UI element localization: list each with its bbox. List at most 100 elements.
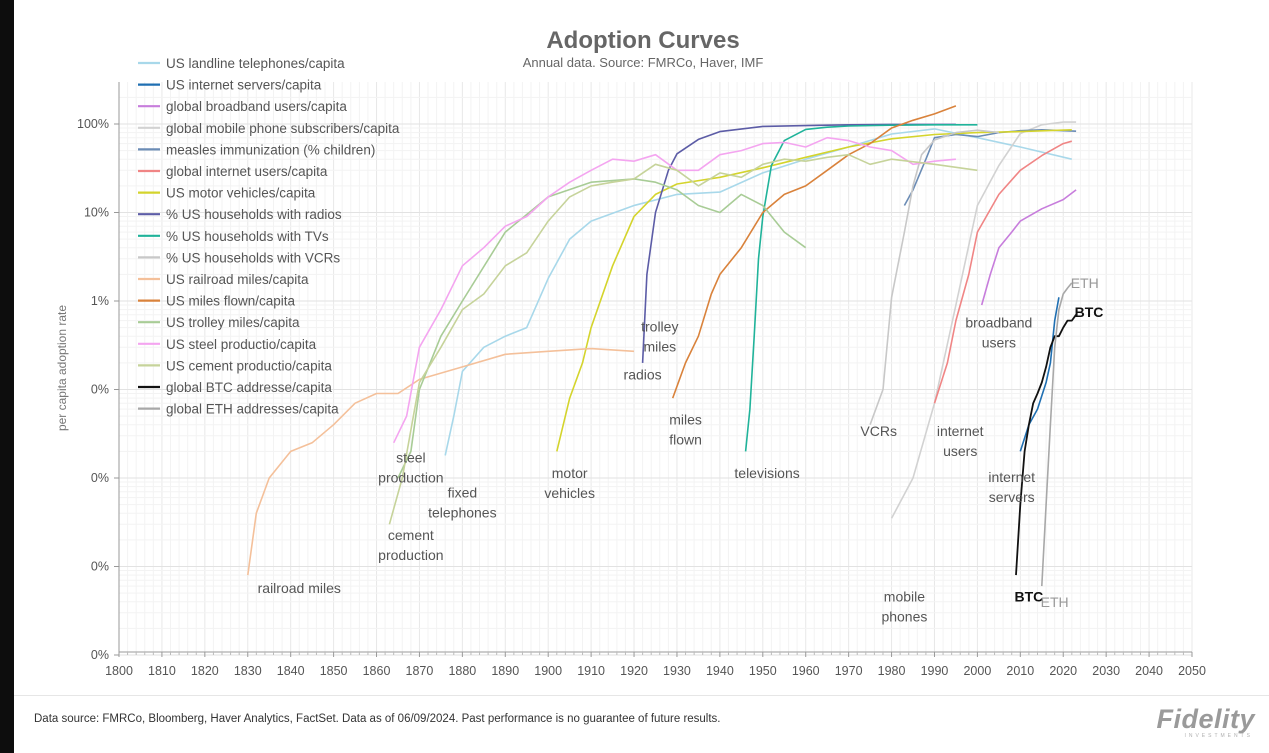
legend-item: US railroad miles/capita	[138, 272, 309, 287]
legend-item: US steel productio/capita	[138, 337, 317, 352]
x-tick-label: 1990	[921, 664, 949, 678]
annotation-text: ETH	[1071, 275, 1099, 291]
x-tick-label: 2050	[1178, 664, 1206, 678]
legend-item: global BTC addresse/capita	[138, 380, 332, 395]
y-tick-label: 10%	[84, 206, 109, 220]
legend-item: US landline telephones/capita	[138, 56, 345, 71]
series-line-13	[392, 136, 956, 444]
x-tick-label: 1870	[406, 664, 434, 678]
fidelity-logo: Fidelity	[1156, 704, 1255, 734]
legend-item: measles immunization (% children)	[138, 142, 375, 157]
legend-label: measles immunization (% children)	[166, 142, 375, 157]
series-line-11	[671, 105, 957, 399]
x-tick-label: 1830	[234, 664, 262, 678]
annotation-text: televisions	[734, 465, 799, 481]
legend-item: % US households with VCRs	[138, 250, 340, 265]
series-line-15	[1015, 314, 1077, 576]
annotation-17: BTC	[1075, 304, 1104, 320]
annotation-text: telephones	[428, 505, 497, 521]
annotation-11: internet users	[937, 423, 984, 459]
annotations-group: railroad miles steel production cement produ…	[258, 275, 1104, 625]
annotation-13: mobile phones	[881, 589, 927, 625]
footer-data-source: Data source: FMRCo, Bloomberg, Haver Ana…	[34, 713, 721, 725]
annotation-text: motor	[552, 465, 588, 481]
x-tick-label: 1800	[105, 664, 133, 678]
y-tick-label: 100%	[77, 117, 109, 131]
annotation-text: flown	[669, 432, 702, 448]
annotation-text: BTC	[1075, 304, 1104, 320]
annotation-text: radios	[624, 366, 662, 382]
x-tick-label: 2010	[1006, 664, 1034, 678]
legend-item: US motor vehicles/capita	[138, 186, 316, 201]
fidelity-logo-subtext: INVESTMENTS	[1184, 733, 1253, 739]
annotation-text: internet	[937, 423, 984, 439]
legend-item: % US households with radios	[138, 207, 342, 222]
annotation-text: VCRs	[860, 423, 897, 439]
x-tick-label: 2020	[1049, 664, 1077, 678]
left-edge-bar	[0, 0, 14, 753]
annotation-15: ETH	[1041, 594, 1069, 610]
annotation-text: internet	[988, 469, 1035, 485]
legend-item: global broadband users/capita	[138, 99, 347, 114]
legend-label: global ETH addresses/capita	[166, 402, 339, 417]
legend-item: global ETH addresses/capita	[138, 402, 339, 417]
x-tick-label: 1850	[320, 664, 348, 678]
series-line-9	[869, 129, 999, 425]
annotation-12: internet servers	[988, 469, 1035, 505]
legend-label: US internet servers/capita	[166, 78, 322, 93]
x-tick-label: 1840	[277, 664, 305, 678]
annotation-text: production	[378, 469, 443, 485]
annotation-9: VCRs	[860, 423, 897, 439]
x-tick-label: 2030	[1092, 664, 1120, 678]
annotation-text: users	[982, 335, 1016, 351]
x-tick-label: 1970	[835, 664, 863, 678]
legend-label: US trolley miles/capita	[166, 315, 300, 330]
legend-item: US miles flown/capita	[138, 294, 296, 309]
series-line-16	[1041, 282, 1073, 587]
series-line-7	[641, 123, 956, 363]
legend-item: US trolley miles/capita	[138, 315, 300, 330]
legend: US landline telephones/capita US internet…	[138, 56, 400, 417]
x-tick-label: 1930	[663, 664, 691, 678]
annotation-text: cement	[388, 527, 434, 543]
legend-label: global broadband users/capita	[166, 99, 347, 114]
chart-container: railroad miles steel production cement produ…	[14, 0, 1269, 690]
legend-item: US cement productio/capita	[138, 358, 332, 373]
series-line-0	[444, 128, 1072, 456]
series-line-12	[397, 178, 807, 479]
annotation-text: steel	[396, 449, 426, 465]
y-tick-label: 1%	[91, 294, 109, 308]
chart-subtitle: Annual data. Source: FMRCo, Haver, IMF	[523, 55, 764, 70]
annotation-text: users	[943, 443, 977, 459]
legend-item: global mobile phone subscribers/capita	[138, 121, 400, 136]
annotation-text: trolley	[641, 319, 678, 335]
y-tick-label: 0%	[91, 648, 109, 662]
annotation-text: miles	[669, 412, 702, 428]
annotation-text: vehicles	[544, 485, 595, 501]
annotation-text: production	[378, 547, 443, 563]
adoption-curves-chart: railroad miles steel production cement produ…	[55, 27, 1206, 678]
legend-item: global internet users/capita	[138, 164, 328, 179]
annotation-text: phones	[881, 609, 927, 625]
x-tick-label: 1860	[363, 664, 391, 678]
x-tick-label: 1960	[792, 664, 820, 678]
legend-label: US miles flown/capita	[166, 294, 296, 309]
y-tick-label: 0%	[91, 471, 109, 485]
series-line-5	[933, 140, 1073, 404]
x-tick-label: 2000	[963, 664, 991, 678]
x-tick-label: 1920	[620, 664, 648, 678]
series-line-6	[556, 129, 1072, 452]
annotation-7: miles flown	[669, 412, 702, 448]
series-line-2	[980, 189, 1077, 306]
x-tick-label: 1890	[491, 664, 519, 678]
legend-label: global BTC addresse/capita	[166, 380, 332, 395]
annotation-text: servers	[989, 489, 1035, 505]
legend-label: global mobile phone subscribers/capita	[166, 121, 400, 136]
annotation-3: fixed telephones	[428, 485, 497, 521]
legend-label: US cement productio/capita	[166, 358, 332, 373]
annotation-text: fixed	[448, 485, 478, 501]
annotation-2: cement production	[378, 527, 443, 563]
annotation-10: broadband users	[965, 315, 1032, 351]
x-tick-label: 2040	[1135, 664, 1163, 678]
y-tick-label: 0%	[91, 560, 109, 574]
